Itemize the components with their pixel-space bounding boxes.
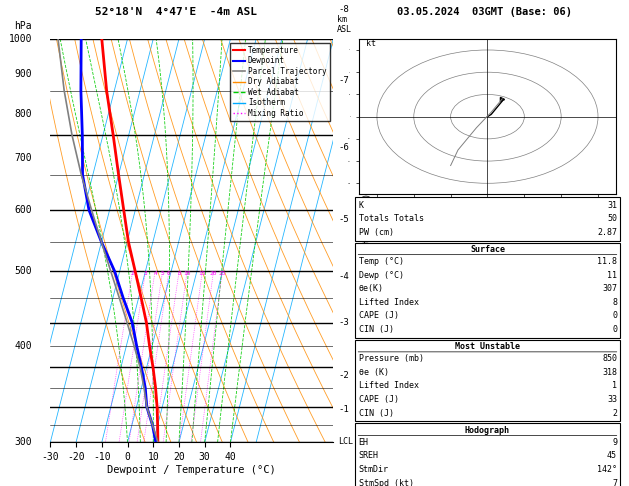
Text: 500: 500	[14, 266, 32, 276]
Text: 1000: 1000	[8, 34, 32, 44]
Text: 400: 400	[14, 341, 32, 351]
Text: 25: 25	[218, 271, 226, 276]
Text: EH: EH	[359, 438, 369, 447]
Text: -8: -8	[338, 5, 349, 14]
X-axis label: Dewpoint / Temperature (°C): Dewpoint / Temperature (°C)	[108, 465, 276, 475]
Text: © weatheronline.co.uk: © weatheronline.co.uk	[451, 472, 555, 481]
Text: 8: 8	[612, 298, 617, 307]
Text: -5: -5	[338, 215, 349, 225]
Text: Temp (°C): Temp (°C)	[359, 257, 404, 266]
Text: 03.05.2024  03GMT (Base: 06): 03.05.2024 03GMT (Base: 06)	[397, 7, 572, 17]
Text: 7: 7	[612, 479, 617, 486]
Text: 11: 11	[607, 271, 617, 279]
Text: -2: -2	[338, 371, 349, 380]
Text: 300: 300	[14, 437, 32, 447]
Text: 50: 50	[607, 214, 617, 223]
Text: StmDir: StmDir	[359, 465, 389, 474]
Text: -1: -1	[338, 405, 349, 414]
Text: θe(K): θe(K)	[359, 284, 384, 293]
Text: Dewp (°C): Dewp (°C)	[359, 271, 404, 279]
Text: 700: 700	[14, 154, 32, 163]
Text: Pressure (mb): Pressure (mb)	[359, 354, 423, 363]
Text: 4: 4	[153, 271, 157, 276]
Text: 2: 2	[612, 409, 617, 417]
Text: StmSpd (kt): StmSpd (kt)	[359, 479, 413, 486]
Text: 5: 5	[161, 271, 165, 276]
Text: kt: kt	[366, 38, 376, 48]
Text: CIN (J): CIN (J)	[359, 409, 394, 417]
Text: -3: -3	[338, 318, 349, 327]
Text: 307: 307	[602, 284, 617, 293]
Text: 6: 6	[167, 271, 171, 276]
Text: 600: 600	[14, 205, 32, 215]
Text: 8: 8	[177, 271, 181, 276]
Text: CAPE (J): CAPE (J)	[359, 312, 399, 320]
Text: 2: 2	[131, 271, 135, 276]
Text: km
ASL: km ASL	[337, 16, 352, 34]
Text: Lifted Index: Lifted Index	[359, 382, 418, 390]
Text: 9: 9	[612, 438, 617, 447]
Text: 850: 850	[602, 354, 617, 363]
Text: -4: -4	[338, 272, 349, 281]
Text: Totals Totals: Totals Totals	[359, 214, 423, 223]
Text: 1: 1	[612, 382, 617, 390]
Text: 142°: 142°	[597, 465, 617, 474]
Text: 0: 0	[612, 312, 617, 320]
Text: Hodograph: Hodograph	[465, 426, 510, 434]
Text: SREH: SREH	[359, 451, 379, 460]
Text: 45: 45	[607, 451, 617, 460]
Text: 0: 0	[612, 325, 617, 334]
Text: Surface: Surface	[470, 245, 505, 254]
Text: θe (K): θe (K)	[359, 368, 389, 377]
Text: Most Unstable: Most Unstable	[455, 342, 520, 351]
Text: CAPE (J): CAPE (J)	[359, 395, 399, 404]
Text: 900: 900	[14, 69, 32, 79]
Text: 11.8: 11.8	[597, 257, 617, 266]
Text: hPa: hPa	[14, 21, 32, 31]
Text: 33: 33	[607, 395, 617, 404]
Text: -6: -6	[338, 143, 349, 152]
Text: 800: 800	[14, 109, 32, 119]
Text: 2.87: 2.87	[597, 228, 617, 237]
Text: LCL: LCL	[338, 437, 353, 446]
Text: Lifted Index: Lifted Index	[359, 298, 418, 307]
Text: 3: 3	[143, 271, 147, 276]
Text: -7: -7	[338, 76, 349, 86]
Text: 20: 20	[209, 271, 217, 276]
Legend: Temperature, Dewpoint, Parcel Trajectory, Dry Adiabat, Wet Adiabat, Isotherm, Mi: Temperature, Dewpoint, Parcel Trajectory…	[230, 43, 330, 121]
Text: PW (cm): PW (cm)	[359, 228, 394, 237]
Text: K: K	[359, 201, 364, 209]
Text: Mixing Ratio (g/kg): Mixing Ratio (g/kg)	[364, 193, 372, 288]
Text: 15: 15	[199, 271, 206, 276]
Text: 10: 10	[184, 271, 191, 276]
Text: 31: 31	[607, 201, 617, 209]
Text: CIN (J): CIN (J)	[359, 325, 394, 334]
Text: 318: 318	[602, 368, 617, 377]
Text: 52°18'N  4°47'E  -4m ASL: 52°18'N 4°47'E -4m ASL	[95, 7, 257, 17]
